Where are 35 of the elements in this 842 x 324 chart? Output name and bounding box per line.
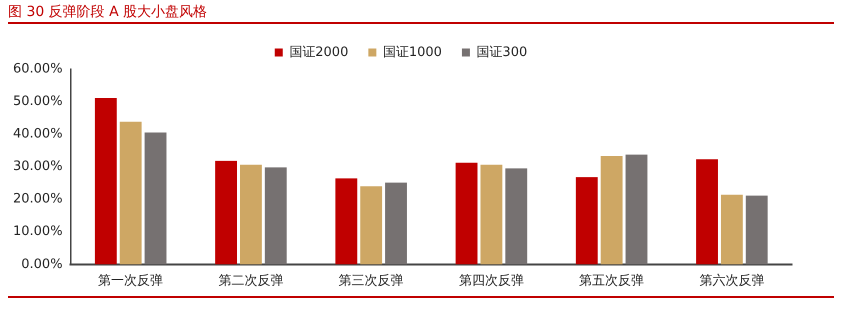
- bar: [215, 160, 238, 264]
- bar: [505, 168, 528, 264]
- y-tick-label: 50.00%: [12, 94, 63, 109]
- bar: [144, 132, 166, 264]
- bar: [94, 98, 117, 264]
- bar: [746, 196, 768, 264]
- bar: [626, 154, 648, 264]
- bar: [480, 164, 502, 264]
- x-tick-label: 第四次反弹: [458, 274, 524, 289]
- legend-label: 国证1000: [382, 44, 442, 60]
- bar: [576, 177, 598, 264]
- y-tick-label: 30.00%: [12, 159, 63, 174]
- chart-title: 图 30 反弹阶段 A 股大小盘风格: [8, 2, 834, 24]
- bar: [696, 159, 718, 264]
- bar: [335, 178, 358, 264]
- legend-label: 国证2000: [289, 44, 348, 60]
- x-tick-label: 第三次反弹: [338, 274, 404, 289]
- x-tick-label: 第一次反弹: [98, 274, 164, 289]
- bar: [360, 186, 382, 264]
- x-tick-label: 第二次反弹: [218, 274, 284, 289]
- y-tick-label: 60.00%: [12, 61, 63, 76]
- y-tick-label: 40.00%: [12, 126, 63, 142]
- bar: [456, 162, 478, 264]
- bar: [120, 122, 142, 264]
- bar: [385, 182, 407, 264]
- x-tick-label: 第五次反弹: [579, 274, 644, 289]
- bar: [720, 194, 743, 264]
- bar: [600, 156, 623, 264]
- bar: [240, 164, 262, 264]
- legend-label: 国证300: [476, 44, 528, 60]
- y-tick-label: 10.00%: [12, 224, 63, 240]
- x-tick-label: 第六次反弹: [699, 274, 764, 289]
- bar: [264, 167, 287, 264]
- y-tick-label: 0.00%: [21, 256, 63, 272]
- y-tick-label: 20.00%: [12, 192, 63, 207]
